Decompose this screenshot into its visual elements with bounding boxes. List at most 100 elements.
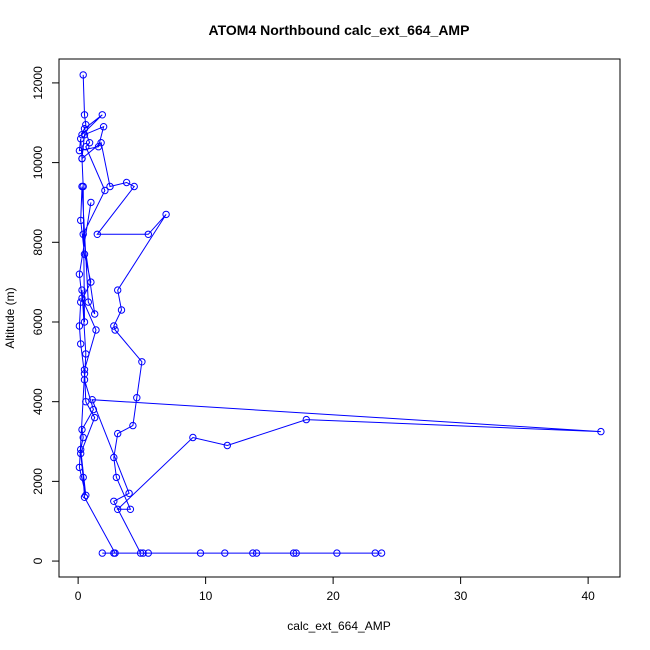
data-point [91, 413, 99, 422]
data-point [82, 143, 90, 151]
data-point [94, 143, 103, 151]
data-point [130, 182, 138, 191]
data-point [80, 318, 89, 326]
y-axis: 0 2000 4000 6000 8000 10000 12000 [31, 66, 60, 564]
x-tick-label: 10 [199, 589, 213, 603]
data-point [106, 182, 114, 191]
data-point [75, 146, 84, 155]
data-point [78, 294, 86, 302]
data-point [87, 278, 95, 286]
data-point [117, 306, 126, 314]
x-axis: 0 10 20 30 40 [75, 576, 595, 603]
data-point [80, 250, 89, 258]
data-point [138, 358, 146, 366]
x-tick-label: 30 [454, 589, 468, 603]
data-point [252, 549, 261, 557]
data-point [78, 154, 86, 163]
y-tick-label: 8000 [31, 229, 45, 256]
data-point [82, 491, 90, 499]
data-point [91, 310, 99, 318]
data-point [79, 71, 87, 79]
data-point [98, 111, 107, 119]
data-point [110, 453, 118, 462]
y-tick-label: 0 [31, 557, 45, 564]
data-point [80, 493, 89, 501]
series-line [78, 74, 601, 554]
data-point [79, 182, 87, 191]
chart-title: ATOM4 Northbound calc_ext_664_AMP [209, 22, 470, 38]
data-point [85, 139, 94, 147]
data-point [249, 549, 257, 557]
data-point [79, 230, 87, 239]
x-tick-label: 40 [581, 589, 595, 603]
data-point [82, 398, 90, 406]
data-point [221, 549, 229, 557]
data-point [144, 549, 153, 557]
data-point [78, 425, 86, 434]
data-point [112, 473, 121, 482]
data-point [133, 394, 141, 402]
data-point [196, 549, 205, 557]
data-point [89, 405, 98, 414]
data-point [79, 433, 87, 442]
data-point [77, 340, 85, 348]
data-point [292, 549, 300, 557]
data-point [223, 441, 232, 450]
data-point [129, 421, 137, 430]
data-point [84, 298, 93, 306]
data-point [122, 178, 131, 187]
data-point [111, 326, 119, 334]
data-point [80, 111, 89, 119]
data-point [189, 433, 197, 442]
y-tick-label: 2000 [31, 468, 45, 495]
data-point [77, 449, 85, 458]
y-tick-label: 4000 [31, 388, 45, 415]
data-point [97, 139, 105, 147]
data-point [302, 415, 310, 424]
data-point [110, 497, 118, 505]
data-point [87, 198, 95, 207]
data-point [111, 549, 119, 557]
data-point [597, 427, 605, 436]
data-point [114, 505, 122, 513]
data-point [377, 549, 386, 557]
data-point [101, 186, 109, 195]
data-point [98, 549, 107, 557]
data-point [125, 489, 133, 497]
data-point [88, 396, 96, 404]
data-point [92, 326, 100, 334]
data-point [75, 463, 84, 472]
data-point [77, 135, 85, 143]
data-point [139, 549, 147, 557]
data-point [93, 230, 102, 239]
data-point [75, 322, 84, 330]
y-tick-label: 6000 [31, 308, 45, 335]
data-point [79, 473, 87, 482]
y-axis-label: Altitude (m) [3, 287, 17, 348]
x-axis-label: calc_ext_664_AMP [287, 619, 390, 633]
data-point [136, 549, 145, 557]
data-point [114, 286, 122, 294]
data-point [110, 322, 118, 330]
data-point [77, 445, 85, 454]
data-point [78, 286, 86, 294]
data-point [78, 131, 86, 139]
data-point [126, 505, 135, 513]
data-point [289, 549, 298, 557]
data-point [333, 549, 341, 557]
data-point [80, 376, 89, 384]
y-tick-label: 10000 [31, 146, 45, 180]
series-layer [75, 71, 605, 557]
data-point [80, 131, 89, 139]
data-point [80, 366, 89, 374]
data-point [144, 230, 153, 239]
data-point [114, 429, 122, 438]
data-point [162, 210, 170, 219]
data-point [82, 350, 90, 358]
data-point [82, 121, 90, 129]
x-tick-label: 0 [75, 589, 82, 603]
data-point [99, 123, 108, 131]
data-point [77, 216, 85, 225]
y-tick-label: 12000 [31, 66, 45, 100]
data-point [77, 298, 85, 306]
